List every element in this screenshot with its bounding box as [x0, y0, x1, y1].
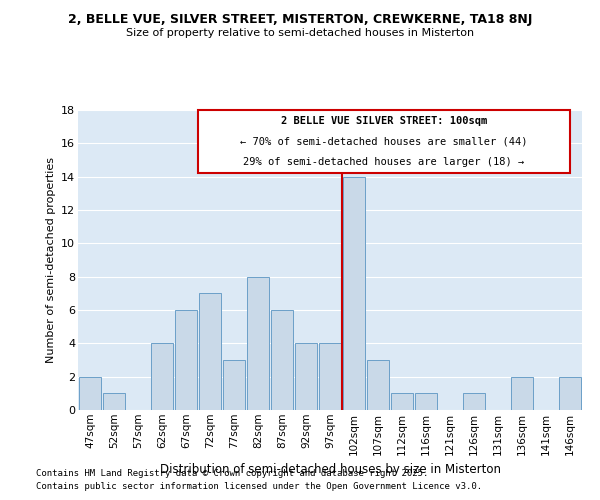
X-axis label: Distribution of semi-detached houses by size in Misterton: Distribution of semi-detached houses by … [160, 463, 500, 476]
Text: 2 BELLE VUE SILVER STREET: 100sqm: 2 BELLE VUE SILVER STREET: 100sqm [281, 116, 487, 126]
Bar [463, 394, 485, 410]
Y-axis label: Number of semi-detached properties: Number of semi-detached properties [46, 157, 56, 363]
Bar [343, 176, 365, 410]
Text: Size of property relative to semi-detached houses in Misterton: Size of property relative to semi-detach… [126, 28, 474, 38]
Text: 29% of semi-detached houses are larger (18) →: 29% of semi-detached houses are larger (… [244, 157, 524, 167]
Bar [247, 276, 269, 410]
Bar [511, 376, 533, 410]
Text: Contains public sector information licensed under the Open Government Licence v3: Contains public sector information licen… [36, 482, 482, 491]
Bar [103, 394, 125, 410]
Bar [391, 394, 413, 410]
Bar [199, 294, 221, 410]
Bar [79, 376, 101, 410]
Bar [151, 344, 173, 410]
Text: Contains HM Land Registry data © Crown copyright and database right 2025.: Contains HM Land Registry data © Crown c… [36, 468, 428, 477]
Bar [223, 360, 245, 410]
Bar [415, 394, 437, 410]
Text: ← 70% of semi-detached houses are smaller (44): ← 70% of semi-detached houses are smalle… [240, 136, 528, 146]
Bar [175, 310, 197, 410]
FancyBboxPatch shape [198, 110, 570, 174]
Text: 2, BELLE VUE, SILVER STREET, MISTERTON, CREWKERNE, TA18 8NJ: 2, BELLE VUE, SILVER STREET, MISTERTON, … [68, 12, 532, 26]
Bar [271, 310, 293, 410]
Bar [367, 360, 389, 410]
Bar [559, 376, 581, 410]
Bar [295, 344, 317, 410]
Bar [319, 344, 341, 410]
